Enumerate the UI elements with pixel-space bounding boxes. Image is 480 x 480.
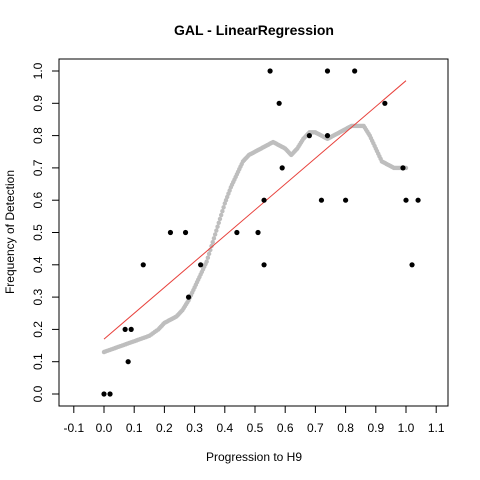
- data-point: [403, 197, 409, 203]
- x-tick-label: 0.7: [307, 421, 324, 435]
- y-axis: 0.0 0.1 0.2 0.3 0.4 0.5 0.6 0.7 0.8 0.9 1.0: [31, 62, 59, 402]
- data-point: [306, 133, 312, 139]
- smooth-point: [210, 239, 215, 245]
- data-point: [267, 68, 273, 74]
- data-point: [125, 359, 131, 365]
- data-point: [343, 197, 349, 203]
- data-point: [234, 229, 240, 236]
- smooth-series: [101, 123, 409, 355]
- data-point: [140, 262, 146, 268]
- y-tick-label: 0.6: [31, 192, 45, 209]
- regression-line-segment: [103, 80, 407, 340]
- data-point: [279, 165, 285, 171]
- x-tick-label: 0.8: [337, 421, 354, 435]
- data-point: [255, 229, 261, 236]
- data-point: [324, 133, 331, 139]
- y-tick-label: 1.0: [31, 62, 45, 79]
- data-point: [276, 100, 282, 106]
- x-tick-label: 0.9: [367, 421, 384, 435]
- chart-title: GAL - LinearRegression: [174, 22, 334, 38]
- plot-frame: [58, 58, 449, 407]
- smooth-point: [204, 259, 209, 264]
- x-tick-label: 0.4: [216, 421, 233, 435]
- data-point: [122, 326, 128, 332]
- smooth-point: [216, 220, 221, 226]
- y-tick-label: 0.3: [31, 288, 45, 305]
- smooth-point: [217, 216, 223, 222]
- x-tick-label: 0.0: [96, 421, 113, 435]
- x-tick-label: -0.1: [63, 421, 84, 435]
- y-tick-label: 0.0: [31, 385, 45, 402]
- smooth-point: [218, 212, 224, 218]
- regression-line: [103, 80, 407, 340]
- smooth-point: [206, 251, 212, 257]
- y-tick-label: 0.8: [31, 127, 45, 144]
- data-point: [185, 294, 192, 300]
- y-tick-label: 0.1: [31, 353, 45, 370]
- smooth-point: [205, 255, 211, 260]
- x-tick-label: 1.0: [398, 421, 415, 435]
- y-axis-label: Frequency of Detection: [3, 170, 17, 294]
- observed-points: [101, 68, 421, 397]
- smooth-point: [220, 208, 225, 214]
- x-axis: -0.1 0.0 0.1 0.2 0.3 0.4 0.5 0.6 0.7 0.8 0.9 1.0 1.1: [63, 406, 445, 435]
- data-point: [167, 229, 174, 236]
- x-tick-label: 0.5: [247, 421, 264, 435]
- y-tick-label: 0.5: [31, 224, 45, 241]
- y-tick-label: 0.9: [31, 95, 45, 112]
- smooth-point: [221, 205, 226, 210]
- y-tick-label: 0.2: [31, 321, 45, 338]
- data-point: [400, 165, 406, 171]
- x-tick-label: 0.3: [186, 421, 203, 435]
- data-point: [324, 68, 331, 74]
- data-point: [182, 229, 189, 236]
- x-axis-label: Progression to H9: [206, 450, 302, 464]
- data-point: [318, 197, 325, 203]
- y-tick-label: 0.4: [31, 256, 45, 273]
- smooth-point: [214, 228, 219, 233]
- data-point: [101, 391, 107, 397]
- x-tick-label: 0.6: [277, 421, 294, 435]
- data-point: [198, 262, 204, 268]
- data-point: [261, 197, 267, 203]
- smooth-point: [211, 236, 217, 241]
- x-tick-label: 1.1: [428, 421, 445, 435]
- smooth-point: [215, 224, 220, 229]
- y-tick-label: 0.7: [31, 159, 45, 176]
- smooth-point: [209, 243, 214, 249]
- x-tick-label: 0.1: [126, 421, 143, 435]
- data-point: [352, 68, 358, 74]
- data-point: [382, 100, 388, 106]
- data-point: [415, 197, 421, 203]
- data-point: [261, 262, 267, 268]
- x-tick-label: 0.2: [156, 421, 173, 435]
- data-point: [409, 262, 415, 268]
- data-point: [107, 391, 113, 397]
- data-point: [128, 326, 134, 332]
- smooth-point: [212, 232, 218, 237]
